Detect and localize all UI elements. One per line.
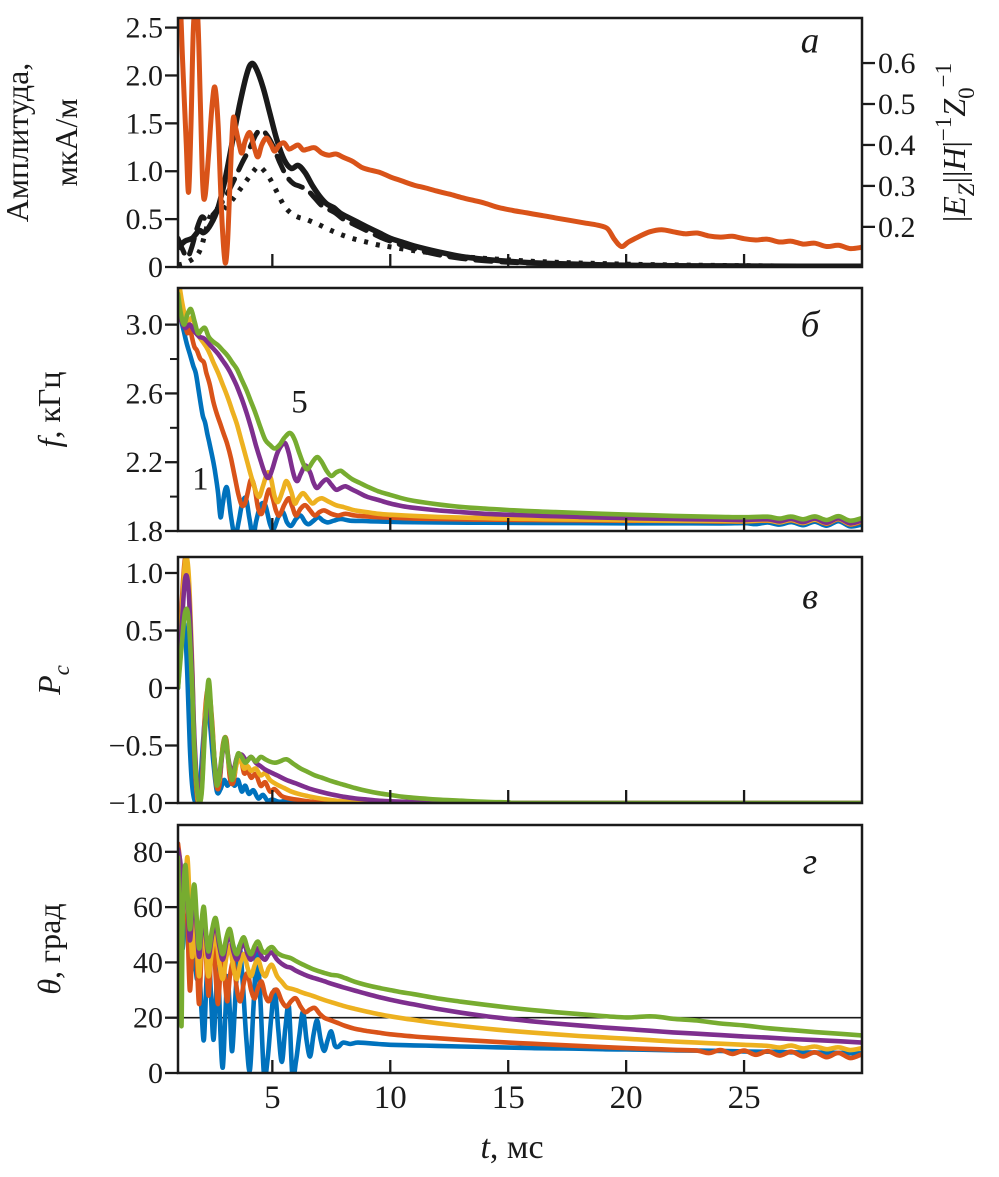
panel-letter-b: б (801, 305, 821, 346)
series-curve-5 (178, 606, 862, 803)
y-tick-label: 0 (148, 672, 163, 705)
panel-v-y-axis: 1.0 0.5 0 −0.5 −1.0 (109, 557, 178, 820)
panel-letter-a: а (801, 21, 820, 62)
series-black-dotted (178, 163, 862, 267)
panel-b-y-axis-title: f, кГц (31, 371, 67, 447)
panel-b-y-axis: 1.8 2.2 2.6 3.0 (126, 309, 178, 548)
x-axis-title: t, мс (480, 1129, 543, 1166)
series-curve-3 (178, 288, 862, 527)
right-tick-label: 0.2 (878, 211, 916, 244)
x-tick-label: 25 (728, 1080, 761, 1116)
panel-a-right-axis: 0.2 0.3 0.4 0.5 0.6 |EZ||H|−1Z0−1 (862, 47, 979, 244)
panel-a: 0 0.5 1.0 1.5 2.0 2.5 0.2 0.3 0.4 0.5 0.6 |EZ||H|−1… (0, 12, 979, 284)
series-curve-2 (178, 288, 862, 527)
x-axis-labels: 5 10 15 20 25 t, мс (264, 1080, 760, 1166)
x-tick-label: 15 (492, 1080, 525, 1116)
y-tick-label: 80 (133, 836, 163, 869)
series-curve-4 (178, 573, 862, 803)
x-tick-label: 5 (264, 1080, 281, 1116)
panel-letter-g: г (803, 842, 817, 883)
right-tick-label: 0.6 (878, 47, 916, 80)
panel-a-y-axis: 0 0.5 1.0 1.5 2.0 2.5 (126, 12, 178, 284)
y-tick-label: 2.5 (126, 12, 164, 45)
series-curve-5 (178, 855, 862, 1038)
panel-g-frame (176, 823, 864, 1075)
panel-b-frame (176, 286, 864, 533)
series-curve-2 (178, 557, 862, 803)
series-curve-4 (178, 846, 862, 1045)
series-curve-4 (178, 313, 862, 526)
panel-v-y-axis-title: Pc (31, 665, 74, 696)
x-tick-label: 20 (610, 1080, 643, 1116)
right-tick-label: 0.5 (878, 88, 916, 121)
panel-v-frame (176, 555, 864, 805)
panel-v: 1.0 0.5 0 −0.5 −1.0 Pc в (31, 555, 864, 820)
y-tick-label: 2.0 (126, 59, 164, 92)
panel-a-frame (176, 16, 864, 269)
panel-g: 0 20 40 60 80 θ, град г (31, 823, 864, 1090)
y-tick-label: 40 (133, 946, 163, 979)
series-curve-5 (178, 291, 862, 524)
series-curve-3 (178, 557, 862, 803)
y-tick-label: 60 (133, 891, 163, 924)
panel-a-plot-area (178, 18, 862, 267)
panel-g-plot-area (178, 841, 862, 1073)
right-axis-title: |EZ||H|−1Z0−1 (931, 63, 979, 222)
curve-number-label: 1 (192, 462, 209, 498)
series-curve-1 (178, 844, 862, 1073)
x-tick-label: 10 (374, 1080, 407, 1116)
right-tick-label: 0.3 (878, 170, 916, 203)
y-tick-label: 1.8 (126, 515, 164, 548)
y-tick-label: 0 (148, 251, 163, 284)
curve-number-label: 5 (291, 384, 308, 420)
y-tick-label: 2.2 (126, 446, 164, 479)
y-tick-label: 0 (148, 1057, 163, 1090)
panel-v-plot-area (178, 557, 862, 803)
y-tick-label: −1.0 (109, 787, 163, 820)
panel-b-plot-area (178, 288, 862, 531)
y-tick-label: 1.0 (126, 557, 164, 590)
right-tick-label: 0.4 (878, 129, 916, 162)
y-tick-label: 0.5 (126, 614, 164, 647)
y-tick-label: 1.0 (126, 155, 164, 188)
y-tick-label: 3.0 (126, 309, 164, 342)
y-tick-label: 2.6 (126, 377, 164, 410)
y-tick-label: −0.5 (109, 729, 163, 762)
series-curve-2 (178, 841, 862, 1061)
y-tick-label: 0.5 (126, 203, 164, 236)
panel-g-y-axis-title: θ, град (31, 903, 67, 994)
panel-b: 1.8 2.2 2.6 3.0 f, кГц б 1 5 (31, 286, 864, 548)
y-tick-label: 1.5 (126, 107, 164, 140)
panel-g-y-axis: 0 20 40 60 80 (133, 836, 178, 1090)
y-tick-label: 20 (133, 1002, 163, 1035)
panel-a-y-axis-title: мкА/м (48, 98, 84, 186)
series-orange-ez-over-h (178, 18, 862, 266)
panel-a-y-axis-title: Амплитуда, (0, 63, 35, 223)
panel-letter-v: в (802, 577, 818, 618)
